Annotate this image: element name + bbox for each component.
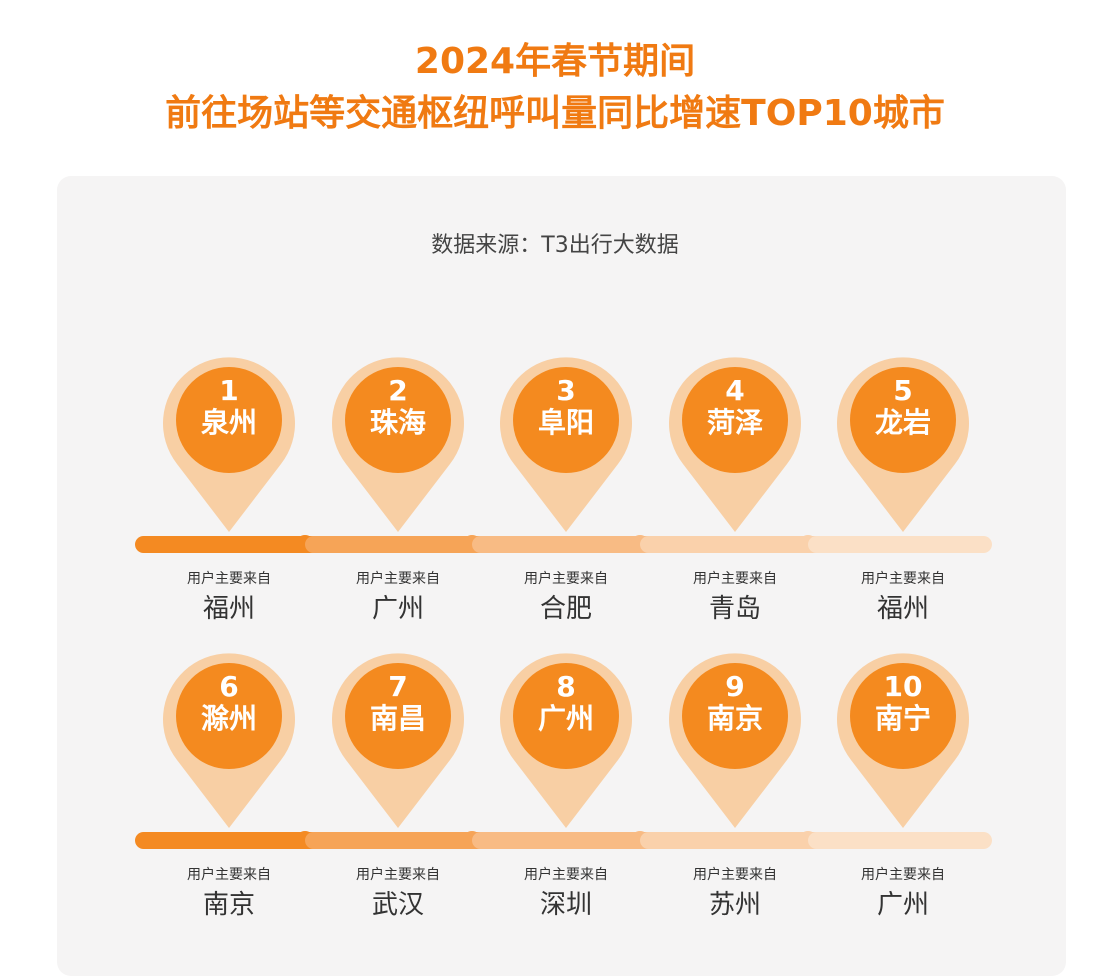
origin-city: 武汉 <box>371 890 424 920</box>
pin-label: 7 南昌 <box>328 672 468 736</box>
pin-core <box>345 367 451 473</box>
origin-prefix: 用户主要来自 <box>861 571 945 587</box>
city-name: 泉州 <box>200 406 257 439</box>
ranking-item: 10 南宁 <box>833 648 993 918</box>
timeline-segment <box>808 536 992 553</box>
rank-number: 2 <box>388 374 408 407</box>
city-name: 南宁 <box>874 702 931 735</box>
pin-core <box>345 663 451 769</box>
pin-core <box>682 367 788 473</box>
ranking-item: 3 阜阳 <box>496 352 656 622</box>
rank-number: 1 <box>219 374 239 407</box>
map-pin-icon <box>669 653 801 828</box>
ranking-item: 7 南昌 <box>328 648 488 918</box>
rank-number: 8 <box>556 670 576 703</box>
timeline-segment <box>640 832 825 849</box>
timeline-segment <box>305 832 490 849</box>
origin-city: 福州 <box>876 594 929 624</box>
ranking-item: 9 南京 <box>665 648 825 918</box>
city-name: 南京 <box>706 702 763 735</box>
origin-city: 广州 <box>876 890 929 920</box>
timeline-segment <box>640 536 825 553</box>
origin-prefix: 用户主要来自 <box>356 867 440 883</box>
pin-label: 6 滁州 <box>159 672 299 736</box>
city-name: 菏泽 <box>706 406 763 439</box>
timeline-segment <box>135 832 320 849</box>
ranking-item: 1 泉州 <box>159 352 319 622</box>
map-pin-icon <box>500 653 632 828</box>
pin-label: 9 南京 <box>665 672 805 736</box>
origin-city: 青岛 <box>708 594 761 624</box>
data-source: 数据来源：T3出行大数据 <box>431 233 679 258</box>
timeline-segment <box>808 832 992 849</box>
rank-number: 6 <box>219 670 239 703</box>
origin-city: 广州 <box>371 594 424 624</box>
pin-core <box>850 663 956 769</box>
origin-prefix: 用户主要来自 <box>187 867 271 883</box>
ranking-item: 5 龙岩 <box>833 352 993 622</box>
map-pin-icon <box>332 653 464 828</box>
city-name: 珠海 <box>369 406 426 439</box>
rank-number: 5 <box>893 374 913 407</box>
origin-prefix: 用户主要来自 <box>356 571 440 587</box>
rank-number: 10 <box>883 670 923 703</box>
map-pin-icon <box>837 357 969 532</box>
origin-prefix: 用户主要来自 <box>524 571 608 587</box>
ranking-item: 6 滁州 <box>159 648 319 918</box>
origin-city: 苏州 <box>708 890 761 920</box>
origin-city: 深圳 <box>539 890 592 920</box>
city-name: 南昌 <box>369 702 426 735</box>
ranking-item: 2 珠海 <box>328 352 488 622</box>
pin-label: 3 阜阳 <box>496 376 636 440</box>
city-name: 阜阳 <box>537 406 594 439</box>
pin-label: 1 泉州 <box>159 376 299 440</box>
origin-prefix: 用户主要来自 <box>187 571 271 587</box>
pin-core <box>176 367 282 473</box>
timeline-segment <box>305 536 490 553</box>
rank-number: 3 <box>556 374 576 407</box>
origin-city: 福州 <box>202 594 255 624</box>
page-title: 2024年春节期间 <box>414 41 696 82</box>
timeline-segment <box>472 832 658 849</box>
origin-prefix: 用户主要来自 <box>693 571 777 587</box>
rank-number: 7 <box>388 670 408 703</box>
city-name: 龙岩 <box>874 406 931 439</box>
map-pin-icon <box>163 653 295 828</box>
pin-label: 2 珠海 <box>328 376 468 440</box>
page-subtitle: 前往场站等交通枢纽呼叫量同比增速TOP10城市 <box>165 93 945 134</box>
ranking-row-2: 6 滁州 用户主要来自 南京 7 南昌 用户主要来自 武汉 8 广州 用户主要来自 深圳 9 南京 用户主要… <box>0 648 1110 920</box>
city-name: 滁州 <box>200 702 257 735</box>
origin-prefix: 用户主要来自 <box>693 867 777 883</box>
pin-label: 10 南宁 <box>833 672 973 736</box>
rank-number: 9 <box>725 670 745 703</box>
city-name: 广州 <box>537 702 594 735</box>
map-pin-icon <box>837 653 969 828</box>
ranking-row-1: 1 泉州用户主要来自福州 2 珠海用户主要来自广州 3 阜阳用户主要来自合肥 4 菏泽用户主要… <box>0 352 1110 624</box>
origin-prefix: 用户主要来自 <box>861 867 945 883</box>
timeline-segment <box>135 536 320 553</box>
map-pin-icon <box>500 357 632 532</box>
pin-label: 8 广州 <box>496 672 636 736</box>
pin-core <box>850 367 956 473</box>
origin-city: 南京 <box>202 890 255 920</box>
rank-number: 4 <box>725 374 745 407</box>
pin-core <box>513 663 619 769</box>
pin-core <box>682 663 788 769</box>
pin-label: 5 龙岩 <box>833 376 973 440</box>
pin-core <box>513 367 619 473</box>
timeline-segment <box>472 536 658 553</box>
origin-prefix: 用户主要来自 <box>524 867 608 883</box>
ranking-item: 8 广州 <box>496 648 656 918</box>
ranking-item: 4 菏泽 <box>665 352 825 622</box>
pin-label: 4 菏泽 <box>665 376 805 440</box>
origin-city: 合肥 <box>539 594 592 624</box>
map-pin-icon <box>669 357 801 532</box>
pin-core <box>176 663 282 769</box>
map-pin-icon <box>332 357 464 532</box>
map-pin-icon <box>163 357 295 532</box>
